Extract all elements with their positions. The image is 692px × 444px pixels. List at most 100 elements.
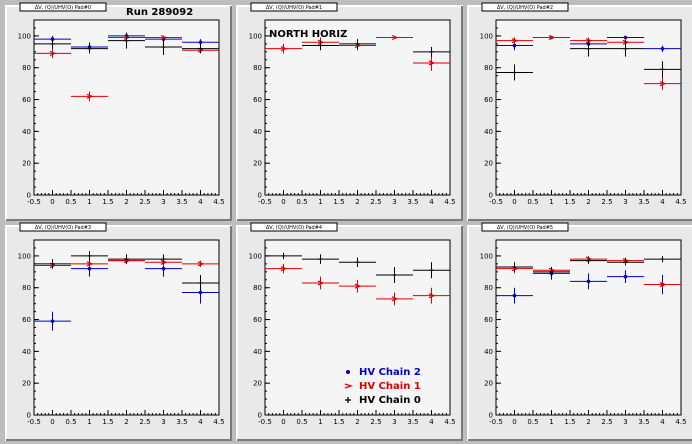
x-tick-label: 1.5 (564, 418, 575, 426)
x-tick-label: 4 (660, 418, 665, 426)
x-tick-label: 1 (87, 418, 91, 426)
y-tick-label: 60 (484, 316, 493, 324)
x-tick-label: 2.5 (370, 198, 381, 206)
legend-label: HV Chain 0 (359, 395, 421, 406)
x-tick-label: 3.5 (407, 418, 418, 426)
x-tick-label: 4 (429, 198, 434, 206)
data-point-marker (659, 281, 667, 288)
pad-title: ΔV, (Q)/UHV(O) Pad#1 (266, 5, 322, 11)
pad-title-box (250, 222, 338, 232)
data-point-marker (123, 34, 131, 41)
y-tick-label: 20 (22, 160, 31, 168)
y-tick-label: 0 (27, 412, 31, 420)
y-tick-label: 20 (253, 380, 262, 388)
pad-shadow (237, 6, 463, 221)
y-tick-label: 20 (253, 160, 262, 168)
series-group (34, 251, 219, 291)
x-tick-label: 3 (623, 418, 627, 426)
plot-frame (33, 239, 220, 416)
x-tick-label: 1 (318, 418, 322, 426)
y-tick-label: 80 (253, 64, 262, 72)
x-tick-label: 0.5 (527, 418, 538, 426)
data-point-marker (659, 81, 667, 87)
x-tick-label: -0.5 (489, 418, 503, 426)
x-tick-label: 1.5 (102, 198, 113, 206)
data-point-marker (511, 38, 519, 44)
x-tick-label: 4.5 (213, 198, 224, 206)
y-tick-label: 60 (484, 96, 493, 104)
pad-shadow (468, 226, 692, 441)
x-tick-label: -0.5 (258, 418, 272, 426)
chart-pad: ΔV, (Q)/UHV(O) Pad#5-0.5 0 0.5 1 1.5 2 2.5 3 3.5… (467, 222, 692, 441)
data-point-marker (586, 279, 591, 284)
x-tick-label: -0.5 (489, 198, 503, 206)
y-tick-label: 60 (253, 96, 262, 104)
x-tick-label: 3.5 (176, 418, 187, 426)
data-point-marker (197, 261, 205, 267)
x-tick-label: 4 (198, 198, 203, 206)
x-tick-label: 3.5 (638, 198, 649, 206)
x-tick-label: 0.5 (296, 418, 307, 426)
y-tick-label: 80 (22, 64, 31, 72)
x-tick-label: 1.5 (333, 198, 344, 206)
x-tick-label: 4 (198, 418, 203, 426)
data-point-marker (50, 319, 55, 323)
x-tick-label: 0.5 (65, 418, 76, 426)
data-point-marker (428, 293, 436, 299)
x-tick-label: 0 (512, 198, 516, 206)
x-tick-label: 4 (660, 198, 665, 206)
pad-title-box (481, 2, 569, 12)
pad-title-box (250, 2, 338, 12)
y-tick-label: 40 (22, 128, 31, 136)
x-tick-label: 2 (355, 198, 359, 206)
pad-title-box (19, 2, 107, 12)
pad-title: ΔV, (Q)/UHV(O) Pad#4 (266, 225, 322, 231)
x-tick-label: 4.5 (444, 418, 455, 426)
legend-marker (344, 383, 354, 389)
data-point-marker (280, 266, 288, 272)
pad-title: ΔV, (Q)/UHV(O) Pad#5 (497, 225, 553, 231)
x-tick-label: -0.5 (258, 198, 272, 206)
x-tick-label: 3 (161, 418, 165, 426)
chart-annotation: NORTH HORIZ (269, 29, 347, 40)
data-point-marker (198, 40, 203, 45)
series-group (34, 32, 219, 55)
y-tick-label: 80 (253, 284, 262, 292)
x-tick-label: 3 (623, 198, 627, 206)
series-group (302, 39, 450, 57)
y-tick-label: 100 (480, 32, 493, 40)
y-tick-label: 100 (18, 252, 31, 260)
x-tick-label: 3.5 (407, 198, 418, 206)
series-group (496, 40, 681, 81)
data-point-marker (87, 266, 92, 271)
x-tick-label: -0.5 (27, 198, 41, 206)
chart-pad: ΔV, (Q)/UHV(O) Pad#2-0.5 0 0.5 1 1.5 2 2.5 3 3.5… (467, 2, 692, 221)
y-tick-label: 20 (484, 160, 493, 168)
x-tick-label: 1 (549, 198, 553, 206)
pad-title-box (19, 222, 107, 232)
x-tick-label: 0 (50, 198, 54, 206)
data-point-marker (354, 283, 362, 289)
pad-title-box (481, 222, 569, 232)
x-tick-label: 1.5 (102, 418, 113, 426)
y-tick-label: 0 (27, 192, 31, 200)
x-tick-label: 3 (392, 198, 396, 206)
y-tick-label: 40 (253, 128, 262, 136)
data-point-marker (622, 39, 630, 45)
series-group (265, 263, 450, 306)
plot-frame (495, 239, 682, 416)
x-tick-label: 1.5 (333, 418, 344, 426)
x-tick-label: -0.5 (27, 418, 41, 426)
pad-title: ΔV, (Q)/UHV(O) Pad#0 (35, 5, 91, 11)
y-tick-label: 100 (249, 252, 262, 260)
x-tick-label: 3.5 (638, 418, 649, 426)
x-tick-label: 2 (586, 198, 590, 206)
data-point-marker (391, 34, 399, 41)
data-point-marker (585, 38, 593, 44)
data-point-marker (428, 60, 436, 66)
x-tick-label: 1 (87, 198, 91, 206)
x-tick-label: 2.5 (139, 198, 150, 206)
x-tick-label: 0.5 (65, 198, 76, 206)
